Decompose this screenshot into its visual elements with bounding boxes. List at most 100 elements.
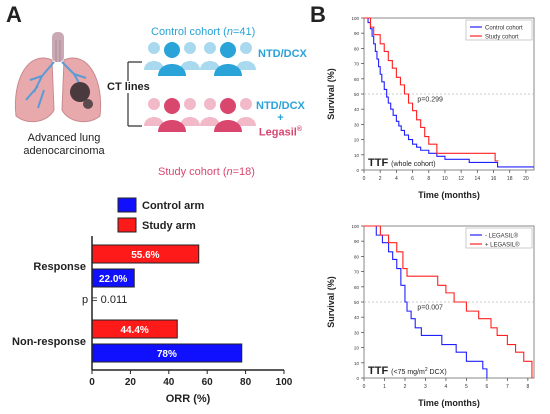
- km1-y-tick-label-4: 40: [354, 107, 360, 112]
- km2-y-tick-label-3: 30: [354, 330, 360, 335]
- km1-y-tick-label-8: 80: [354, 46, 360, 51]
- lung-caption-line1: Advanced lung: [27, 132, 101, 144]
- km1-annotation-sub: (whole cohort): [391, 161, 435, 168]
- lung-illustration: [14, 32, 102, 123]
- x-tick-label-4: 80: [240, 377, 252, 388]
- km2-x-tick-label-6: 6: [486, 384, 489, 390]
- km2-legend-box: [465, 227, 533, 249]
- bar-label-1-0: 78%: [157, 349, 177, 360]
- x-tick-label-5: 100: [276, 377, 293, 388]
- km1-y-tick-label-5: 50: [354, 92, 360, 97]
- km2-x-tick-label-3: 3: [424, 384, 427, 390]
- km1-x-tick-label-5: 10: [442, 176, 448, 182]
- study-treatment-plus: +: [277, 112, 284, 124]
- km-plot-whole-cohort: 0 10 20 30 40 50 60 70 80 90 100 0 2 4 6 8 10 12 14 16 18 20 C…: [326, 16, 535, 200]
- study-cohort-label: Study cohort (n=18): [158, 166, 255, 178]
- km1-x-tick-label-10: 20: [523, 176, 529, 182]
- km1-y-tick-label-3: 30: [354, 122, 360, 127]
- km2-y-tick-label-5: 50: [354, 300, 360, 305]
- study-cohort-people-icon: [144, 98, 256, 132]
- km2-series-1: [364, 225, 533, 378]
- study-cohort-prefix: Study cohort (: [158, 166, 227, 178]
- control-cohort-label: Control cohort (n=41): [151, 26, 255, 38]
- km1-x-axis-label: Time (months): [418, 190, 480, 200]
- km2-legend-label-1: + LEGASIL®: [485, 242, 520, 249]
- lung-caption-line2: adenocarcinoma: [23, 145, 105, 157]
- km2-series-0: [364, 225, 488, 378]
- km1-x-tick-label-6: 12: [458, 176, 464, 182]
- km1-x-tick-label-4: 8: [427, 176, 430, 182]
- km2-y-tick-label-8: 80: [354, 254, 360, 259]
- km-plot-low-dose: 0 10 20 30 40 50 60 70 80 90 100 0 1 2 3 4 5 6 7 8 - LEGASIL…: [326, 224, 535, 408]
- km1-x-tick-label-2: 4: [395, 176, 398, 182]
- x-tick-label-3: 60: [202, 377, 214, 388]
- km2-annotation-sub-sup: 2: [425, 367, 428, 373]
- orr-bar-chart: Control arm Study arm 55.6% 22.0% Response 44…: [12, 197, 293, 405]
- ct-lines-label: CT lines: [106, 81, 151, 93]
- km1-x-tick-label-7: 14: [475, 176, 481, 182]
- study-treatment: NTD/DCX + Legasil®: [256, 100, 305, 139]
- study-treatment-reg: ®: [296, 126, 302, 133]
- study-cohort-suffix: =18): [232, 166, 255, 178]
- km1-series-0: [364, 17, 534, 168]
- legend-label-2: Study arm: [142, 220, 196, 232]
- km2-p-value: p=0.007: [417, 305, 443, 312]
- km2-annotation-main: TTF: [368, 365, 388, 377]
- km2-x-tick-label-0: 0: [363, 384, 366, 390]
- km2-x-tick-label-1: 1: [383, 384, 386, 390]
- km1-series-1: [364, 17, 499, 162]
- control-cohort-suffix: =41): [232, 26, 256, 38]
- control-cohort-people-icon: [144, 42, 256, 76]
- km2-y-tick-label-10: 100: [351, 224, 359, 229]
- x-tick-label-0: 0: [89, 377, 95, 388]
- legend-label-1: Control arm: [142, 200, 205, 212]
- legend-swatch-2: [117, 217, 137, 233]
- km2-x-axis-label: Time (months): [418, 398, 480, 408]
- bar-label-1-1: 44.4%: [120, 325, 148, 336]
- x-tick-label-1: 20: [125, 377, 137, 388]
- study-treatment-legasil: Legasil: [258, 126, 297, 139]
- km1-y-tick-label-1: 10: [354, 153, 360, 158]
- km2-x-tick-label-7: 7: [506, 384, 509, 390]
- control-treatment: NTD/DCX: [258, 48, 307, 60]
- km1-x-tick-label-8: 16: [491, 176, 497, 182]
- km1-x-tick-label-1: 2: [379, 176, 382, 182]
- km1-y-tick-label-7: 70: [354, 62, 360, 67]
- km1-legend-label-0: Control cohort: [485, 26, 523, 32]
- study-cohort-n: n: [226, 166, 233, 178]
- km2-y-tick-label-2: 20: [354, 346, 360, 351]
- km1-y-tick-label-2: 20: [354, 138, 360, 143]
- km2-x-tick-label-8: 8: [526, 384, 529, 390]
- category-label-0: Response: [33, 261, 86, 273]
- km2-x-tick-label-4: 4: [445, 384, 448, 390]
- km2-y-tick-label-4: 40: [354, 315, 360, 320]
- km1-x-tick-label-3: 6: [411, 176, 414, 182]
- km2-y-tick-label-1: 10: [354, 361, 360, 366]
- control-cohort-n: n: [226, 26, 233, 38]
- control-cohort-prefix: Control cohort (: [151, 26, 227, 38]
- orr-p-value: p = 0.011: [82, 294, 128, 306]
- km1-y-tick-label-6: 60: [354, 77, 360, 82]
- km1-y-tick-label-0: 0: [356, 168, 359, 173]
- x-axis-label: ORR (%): [166, 393, 211, 405]
- legend-swatch-1: [117, 197, 137, 213]
- km2-y-tick-label-7: 70: [354, 270, 360, 275]
- km2-x-tick-label-2: 2: [404, 384, 407, 390]
- ct-lines-bracket: [127, 61, 142, 127]
- km1-x-tick-label-0: 0: [363, 176, 366, 182]
- km1-annotation-main: TTF: [368, 157, 388, 169]
- study-treatment-line1: NTD/DCX: [256, 100, 305, 112]
- km2-legend-label-0: - LEGASIL®: [485, 233, 519, 240]
- km2-y-tick-label-6: 60: [354, 285, 360, 290]
- category-label-1: Non-response: [12, 336, 86, 348]
- km2-annotation-sub-prefix: (<75 mg/m: [391, 369, 425, 376]
- km1-y-axis-label: Survival (%): [326, 68, 336, 120]
- km2-y-axis-label: Survival (%): [326, 276, 336, 328]
- panel-b-letter: B: [310, 2, 326, 27]
- lung-caption: Advanced lung adenocarcinoma: [14, 132, 114, 158]
- panel-a-letter: A: [6, 2, 22, 27]
- km1-legend-label-1: Study cohort: [485, 35, 519, 41]
- km1-y-tick-label-9: 90: [354, 31, 360, 36]
- km2-x-tick-label-5: 5: [465, 384, 468, 390]
- km1-x-tick-label-9: 18: [507, 176, 513, 182]
